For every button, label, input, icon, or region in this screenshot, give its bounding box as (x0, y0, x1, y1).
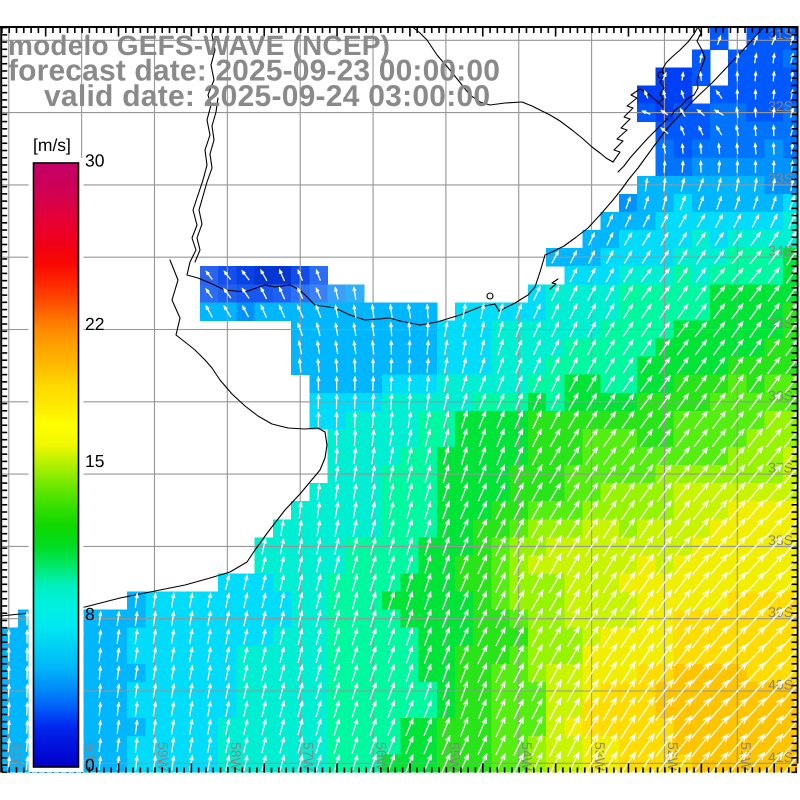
svg-text:30: 30 (85, 151, 105, 171)
svg-text:35S: 35S (768, 315, 793, 331)
svg-text:8: 8 (85, 604, 95, 624)
svg-text:32S: 32S (768, 98, 793, 114)
svg-text:52W: 52W (665, 742, 681, 772)
svg-text:22: 22 (85, 314, 104, 334)
svg-text:55W: 55W (446, 742, 462, 772)
svg-text:36S: 36S (768, 387, 793, 403)
svg-text:51W: 51W (738, 742, 754, 772)
svg-text:53W: 53W (592, 742, 608, 772)
svg-text:forecast date: 2025-09-23 00:0: forecast date: 2025-09-23 00:00:00 (8, 55, 500, 88)
svg-text:60W: 60W (82, 742, 98, 772)
svg-text:[m/s]: [m/s] (33, 135, 71, 155)
svg-text:59W: 59W (155, 742, 171, 772)
svg-text:33S: 33S (768, 170, 793, 186)
svg-text:57W: 57W (301, 742, 317, 772)
svg-text:61W: 61W (9, 742, 25, 772)
svg-text:valid date: 2025-09-24 03:00:0: valid date: 2025-09-24 03:00:00 (44, 80, 490, 113)
svg-text:40S: 40S (768, 677, 793, 693)
svg-text:56W: 56W (374, 742, 390, 772)
svg-text:0: 0 (85, 755, 95, 775)
svg-text:58W: 58W (228, 742, 244, 772)
svg-text:modelo GEFS-WAVE (NCEP): modelo GEFS-WAVE (NCEP) (8, 30, 390, 61)
svg-text:54W: 54W (519, 742, 535, 772)
svg-text:34S: 34S (768, 243, 793, 259)
svg-text:15: 15 (85, 451, 104, 471)
